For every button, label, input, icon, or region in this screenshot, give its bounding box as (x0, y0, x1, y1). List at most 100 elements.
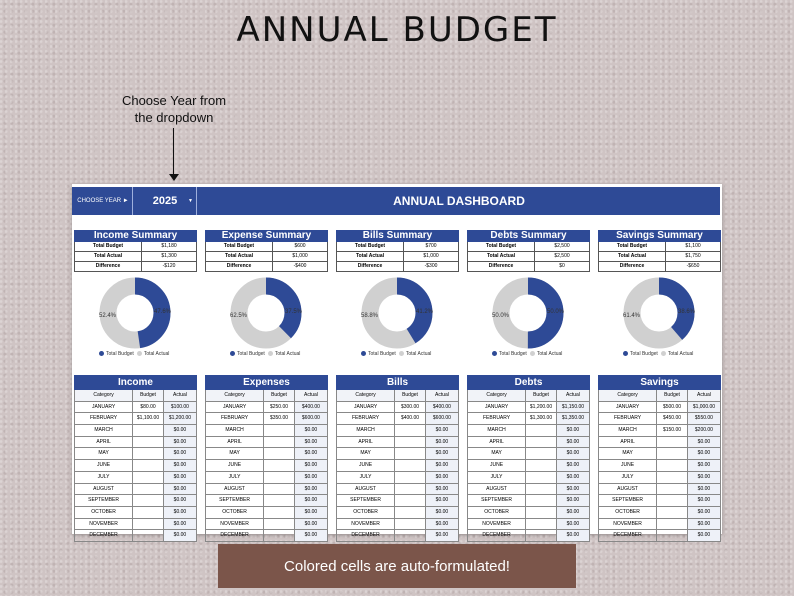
budget-cell[interactable] (657, 436, 688, 448)
actual-cell[interactable]: $0.00 (425, 483, 458, 495)
actual-cell[interactable]: $0.00 (425, 518, 458, 530)
summary-value[interactable]: $0 (559, 263, 565, 269)
budget-cell[interactable] (133, 448, 164, 460)
budget-cell[interactable] (657, 506, 688, 518)
actual-cell[interactable]: $0.00 (294, 425, 327, 436)
actual-cell[interactable]: $0.00 (687, 471, 720, 483)
budget-cell[interactable] (657, 471, 688, 483)
actual-cell[interactable]: $0.00 (294, 471, 327, 483)
summary-value[interactable]: -$120 (162, 263, 176, 269)
actual-cell[interactable]: $0.00 (687, 436, 720, 448)
summary-value[interactable]: $1,100 (685, 243, 701, 249)
summary-value[interactable]: -$650 (686, 263, 700, 269)
actual-cell[interactable]: $0.00 (425, 425, 458, 436)
actual-cell[interactable]: $0.00 (163, 495, 196, 506)
budget-cell[interactable] (133, 518, 164, 530)
budget-cell[interactable] (657, 495, 688, 506)
budget-cell[interactable]: $450.00 (657, 413, 688, 425)
budget-cell[interactable] (526, 495, 557, 506)
budget-cell[interactable] (133, 530, 164, 541)
summary-value[interactable]: $1,300 (161, 253, 177, 259)
budget-cell[interactable] (264, 518, 295, 530)
budget-cell[interactable] (395, 425, 426, 436)
actual-cell[interactable]: $0.00 (556, 425, 589, 436)
actual-cell[interactable]: $0.00 (294, 518, 327, 530)
actual-cell[interactable]: $0.00 (294, 460, 327, 471)
year-dropdown[interactable]: 2025 ▼ (134, 187, 197, 215)
budget-cell[interactable] (395, 530, 426, 541)
actual-cell[interactable]: $0.00 (687, 448, 720, 460)
actual-cell[interactable]: $400.00 (294, 401, 327, 413)
actual-cell[interactable]: $100.00 (163, 401, 196, 413)
budget-cell[interactable] (657, 518, 688, 530)
budget-cell[interactable] (133, 483, 164, 495)
actual-cell[interactable]: $0.00 (425, 530, 458, 541)
actual-cell[interactable]: $0.00 (294, 495, 327, 506)
budget-cell[interactable]: $300.00 (395, 401, 426, 413)
summary-value[interactable]: $700 (425, 243, 437, 249)
budget-cell[interactable] (657, 460, 688, 471)
budget-cell[interactable] (657, 483, 688, 495)
budget-cell[interactable] (395, 506, 426, 518)
actual-cell[interactable]: $0.00 (294, 530, 327, 541)
actual-cell[interactable]: $0.00 (163, 436, 196, 448)
budget-cell[interactable]: $80.00 (133, 401, 164, 413)
summary-value[interactable]: $2,500 (554, 243, 570, 249)
actual-cell[interactable]: $0.00 (294, 436, 327, 448)
budget-cell[interactable] (526, 436, 557, 448)
budget-cell[interactable] (133, 495, 164, 506)
budget-cell[interactable]: $400.00 (395, 413, 426, 425)
budget-cell[interactable] (395, 436, 426, 448)
budget-cell[interactable] (264, 425, 295, 436)
budget-cell[interactable] (395, 460, 426, 471)
actual-cell[interactable]: $0.00 (687, 506, 720, 518)
actual-cell[interactable]: $0.00 (294, 448, 327, 460)
budget-cell[interactable]: $500.00 (657, 401, 688, 413)
summary-value[interactable]: $2,500 (554, 253, 570, 259)
actual-cell[interactable]: $0.00 (163, 425, 196, 436)
actual-cell[interactable]: $0.00 (687, 518, 720, 530)
budget-cell[interactable] (657, 448, 688, 460)
actual-cell[interactable]: $1,200.00 (163, 413, 196, 425)
budget-cell[interactable] (657, 530, 688, 541)
actual-cell[interactable]: $0.00 (556, 483, 589, 495)
actual-cell[interactable]: $0.00 (425, 436, 458, 448)
actual-cell[interactable]: $0.00 (687, 460, 720, 471)
summary-value[interactable]: $1,750 (685, 253, 701, 259)
actual-cell[interactable]: $0.00 (163, 518, 196, 530)
budget-cell[interactable] (133, 436, 164, 448)
summary-value[interactable]: $1,000 (423, 253, 439, 259)
budget-cell[interactable] (133, 460, 164, 471)
actual-cell[interactable]: $600.00 (294, 413, 327, 425)
summary-value[interactable]: $1,000 (292, 253, 308, 259)
budget-cell[interactable] (526, 448, 557, 460)
budget-cell[interactable] (264, 530, 295, 541)
budget-cell[interactable] (133, 425, 164, 436)
budget-cell[interactable] (395, 448, 426, 460)
budget-cell[interactable] (395, 495, 426, 506)
summary-value[interactable]: -$400 (293, 263, 307, 269)
actual-cell[interactable]: $0.00 (425, 471, 458, 483)
budget-cell[interactable] (526, 425, 557, 436)
actual-cell[interactable]: $0.00 (556, 460, 589, 471)
actual-cell[interactable]: $0.00 (163, 530, 196, 541)
budget-cell[interactable] (526, 471, 557, 483)
budget-cell[interactable] (526, 530, 557, 541)
budget-cell[interactable]: $1,200.00 (526, 401, 557, 413)
actual-cell[interactable]: $0.00 (294, 483, 327, 495)
actual-cell[interactable]: $1,000.00 (687, 401, 720, 413)
budget-cell[interactable] (526, 518, 557, 530)
budget-cell[interactable] (264, 460, 295, 471)
actual-cell[interactable]: $0.00 (425, 495, 458, 506)
budget-cell[interactable] (133, 506, 164, 518)
actual-cell[interactable]: $0.00 (556, 518, 589, 530)
actual-cell[interactable]: $600.00 (425, 413, 458, 425)
budget-cell[interactable] (395, 471, 426, 483)
actual-cell[interactable]: $0.00 (556, 506, 589, 518)
budget-cell[interactable] (264, 436, 295, 448)
budget-cell[interactable] (264, 506, 295, 518)
actual-cell[interactable]: $0.00 (556, 471, 589, 483)
budget-cell[interactable] (526, 483, 557, 495)
budget-cell[interactable] (526, 460, 557, 471)
budget-cell[interactable] (264, 495, 295, 506)
